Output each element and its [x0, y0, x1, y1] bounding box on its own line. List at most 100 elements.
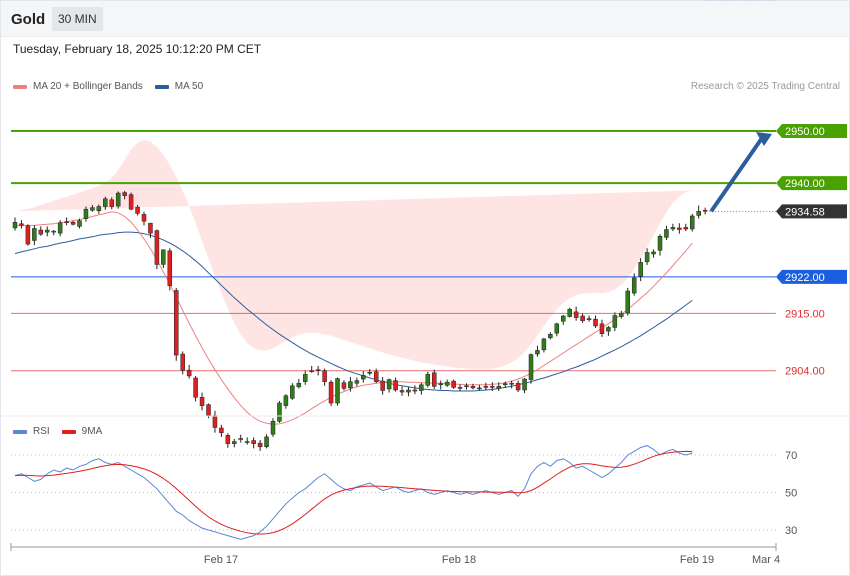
candle-46: [309, 366, 314, 373]
candle-body: [328, 381, 334, 404]
candle-103: [677, 223, 682, 234]
candle-25: [174, 287, 179, 361]
candle-body: [167, 250, 173, 287]
candle-66: [438, 380, 443, 390]
candle-body: [464, 385, 469, 388]
ma20-line: [14, 211, 693, 425]
candle-24: [167, 248, 173, 291]
chart-header: Gold 30 MIN: [1, 1, 849, 37]
candle-39: [264, 434, 269, 449]
legend-ma20-swatch: [13, 84, 27, 89]
candle-31: [212, 410, 218, 433]
candle-body: [496, 386, 501, 389]
candle-body: [638, 262, 643, 277]
candle-body: [412, 389, 418, 392]
candle-102: [670, 223, 676, 232]
candle-62: [412, 385, 418, 395]
candle-body: [619, 313, 624, 317]
candle-83: [548, 332, 553, 340]
legend-ma50-label: MA 50: [174, 81, 204, 92]
candle-34: [232, 438, 237, 448]
candle-11: [83, 206, 89, 222]
candle-body: [232, 441, 237, 444]
candle-68: [451, 379, 456, 389]
candle-93: [612, 312, 618, 332]
candle-body: [683, 227, 689, 230]
candle-76: [502, 381, 508, 388]
candle-84: [554, 322, 560, 337]
candle-33: [225, 433, 231, 448]
candle-14: [103, 196, 108, 210]
candle-20: [141, 211, 147, 226]
candle-48: [322, 368, 327, 386]
rsi-tick-70: 70: [785, 450, 797, 462]
candle-29: [199, 392, 205, 411]
level-tag-1: 2940.00: [776, 176, 847, 191]
candle-74: [490, 382, 495, 392]
candles-group: [12, 190, 708, 451]
candle-body: [32, 228, 37, 241]
candle-body: [393, 380, 398, 391]
candle-body: [535, 350, 540, 355]
x-tick-1: Feb 18: [442, 554, 476, 566]
candle-body: [83, 208, 89, 219]
candle-body: [148, 223, 153, 234]
candle-87: [573, 306, 579, 321]
candle-body: [361, 375, 366, 380]
price-legend: MA 20 + Bollinger Bands MA 50: [13, 81, 215, 92]
level-tag-text-1: 2940.00: [785, 178, 825, 190]
candle-body: [515, 382, 521, 391]
candle-71: [470, 383, 476, 390]
candle-73: [483, 382, 489, 391]
candle-body: [244, 441, 250, 443]
candle-67: [444, 379, 450, 387]
last-price-tag-text: 2934.58: [785, 206, 825, 218]
research-credit: Research © 2025 Trading Central: [690, 81, 840, 92]
candle-38: [257, 440, 263, 451]
candle-body: [257, 442, 263, 448]
candle-26: [180, 351, 185, 375]
candle-50: [335, 377, 340, 406]
candle-body: [690, 215, 695, 230]
candle-body: [509, 382, 514, 385]
candle-81: [535, 345, 540, 357]
legend-9ma: 9MA: [61, 426, 102, 437]
candle-body: [270, 421, 276, 435]
candle-42: [283, 394, 289, 409]
candle-body: [354, 380, 360, 384]
candle-56: [373, 368, 379, 384]
candle-69: [457, 384, 463, 392]
candle-35: [238, 434, 243, 443]
candle-body: [399, 390, 405, 393]
candle-body: [477, 387, 482, 390]
candle-body: [309, 370, 314, 372]
candle-body: [19, 223, 24, 226]
candle-body: [251, 440, 256, 444]
candle-90: [593, 315, 598, 328]
candle-32: [219, 424, 224, 437]
candle-104: [683, 223, 689, 232]
level-tag-3: 2922.00: [776, 269, 847, 284]
candle-body: [380, 380, 385, 391]
candle-96: [631, 273, 637, 296]
x-tick-0: Feb 17: [204, 554, 238, 566]
candle-37: [251, 437, 256, 449]
timeframe-button[interactable]: 30 MIN: [52, 7, 103, 31]
candle-body: [444, 381, 450, 386]
candle-body: [657, 236, 663, 251]
candle-64: [425, 371, 431, 388]
candle-body: [219, 427, 224, 433]
candle-body: [51, 230, 56, 233]
candle-41: [277, 400, 282, 423]
candle-106: [696, 205, 701, 219]
level-label-5: 2904.00: [785, 366, 825, 378]
candle-1: [19, 220, 24, 229]
candle-body: [528, 354, 534, 380]
candle-body: [522, 378, 527, 391]
candle-45: [303, 370, 308, 385]
candle-58: [386, 378, 392, 393]
candle-13: [96, 204, 102, 214]
candle-54: [361, 371, 366, 383]
candle-body: [141, 214, 147, 222]
